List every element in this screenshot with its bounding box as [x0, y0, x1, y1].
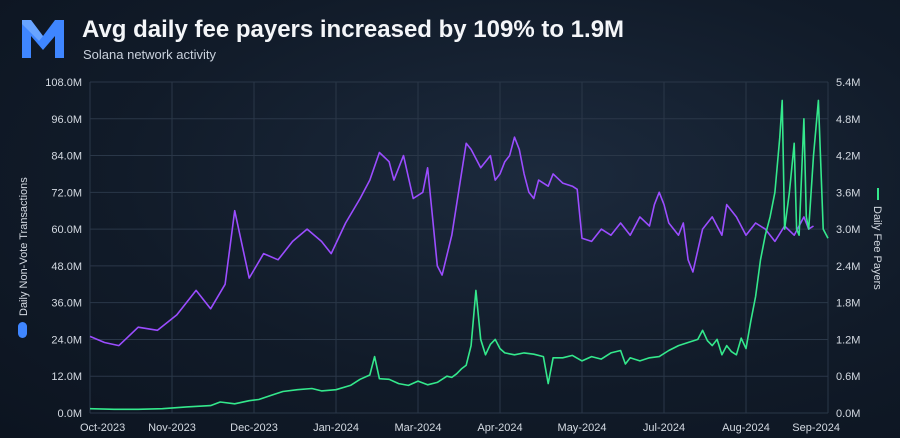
x-tick-label: May-2024: [558, 422, 607, 434]
left-axis-title: Daily Non-Vote Transactions: [18, 177, 30, 316]
right-tick-label: 4.8M: [836, 114, 860, 126]
right-axis: 0.0M 0.6M 1.2M 1.8M 2.4M 3.0M 3.6M 4.2M 4.8M 5.4M: [836, 77, 860, 420]
left-axis-title-group: Daily Non-Vote Transactions: [18, 177, 30, 338]
chart-subtitle: Solana network activity: [83, 47, 216, 62]
x-tick-label: Jan-2024: [313, 422, 359, 434]
x-tick-label: Dec-2023: [230, 422, 278, 434]
series-line-daily-non-vote-transactions: [89, 136, 814, 347]
right-axis-title-group: Daily Fee Payers: [871, 188, 883, 290]
legend-swatch-daily-fee-payers: [877, 188, 879, 200]
right-tick-label: 1.8M: [836, 298, 860, 310]
left-tick-label: 0.0M: [58, 408, 82, 420]
left-axis: 0.0M 12.0M 24.0M 36.0M 48.0M 60.0M 72.0M 84.0M 9…: [45, 77, 82, 420]
series-line-daily-fee-payers: [89, 99, 829, 411]
x-tick-label: Oct-2023: [80, 422, 125, 434]
right-tick-label: 3.6M: [836, 187, 860, 199]
right-tick-label: 1.2M: [836, 334, 860, 346]
right-axis-title: Daily Fee Payers: [871, 206, 883, 290]
right-tick-label: 2.4M: [836, 261, 860, 273]
brand-logo-icon: [22, 20, 64, 58]
left-tick-label: 24.0M: [51, 334, 82, 346]
left-tick-label: 12.0M: [51, 371, 82, 383]
gridlines: [89, 81, 829, 414]
left-tick-label: 84.0M: [51, 151, 82, 163]
right-tick-label: 4.2M: [836, 151, 860, 163]
x-axis: Oct-2023 Nov-2023 Dec-2023 Jan-2024 Mar-2024…: [80, 422, 840, 434]
left-tick-label: 72.0M: [51, 187, 82, 199]
right-tick-label: 3.0M: [836, 224, 860, 236]
x-tick-label: Sep-2024: [792, 422, 840, 434]
x-tick-label: Jul-2024: [643, 422, 685, 434]
left-tick-label: 108.0M: [45, 77, 82, 89]
x-tick-label: Nov-2023: [148, 422, 196, 434]
x-tick-label: Aug-2024: [722, 422, 770, 434]
x-tick-label: Apr-2024: [477, 422, 522, 434]
right-tick-label: 0.6M: [836, 371, 860, 383]
x-tick-label: Mar-2024: [394, 422, 441, 434]
right-tick-label: 5.4M: [836, 77, 860, 89]
logo-highlight: [22, 20, 43, 41]
right-tick-label: 0.0M: [836, 408, 860, 420]
legend-swatch-daily-non-vote-transactions: [18, 322, 27, 338]
chart-title: Avg daily fee payers increased by 109% t…: [82, 16, 625, 43]
left-tick-label: 96.0M: [51, 114, 82, 126]
left-tick-label: 48.0M: [51, 261, 82, 273]
left-tick-label: 36.0M: [51, 298, 82, 310]
left-tick-label: 60.0M: [51, 224, 82, 236]
